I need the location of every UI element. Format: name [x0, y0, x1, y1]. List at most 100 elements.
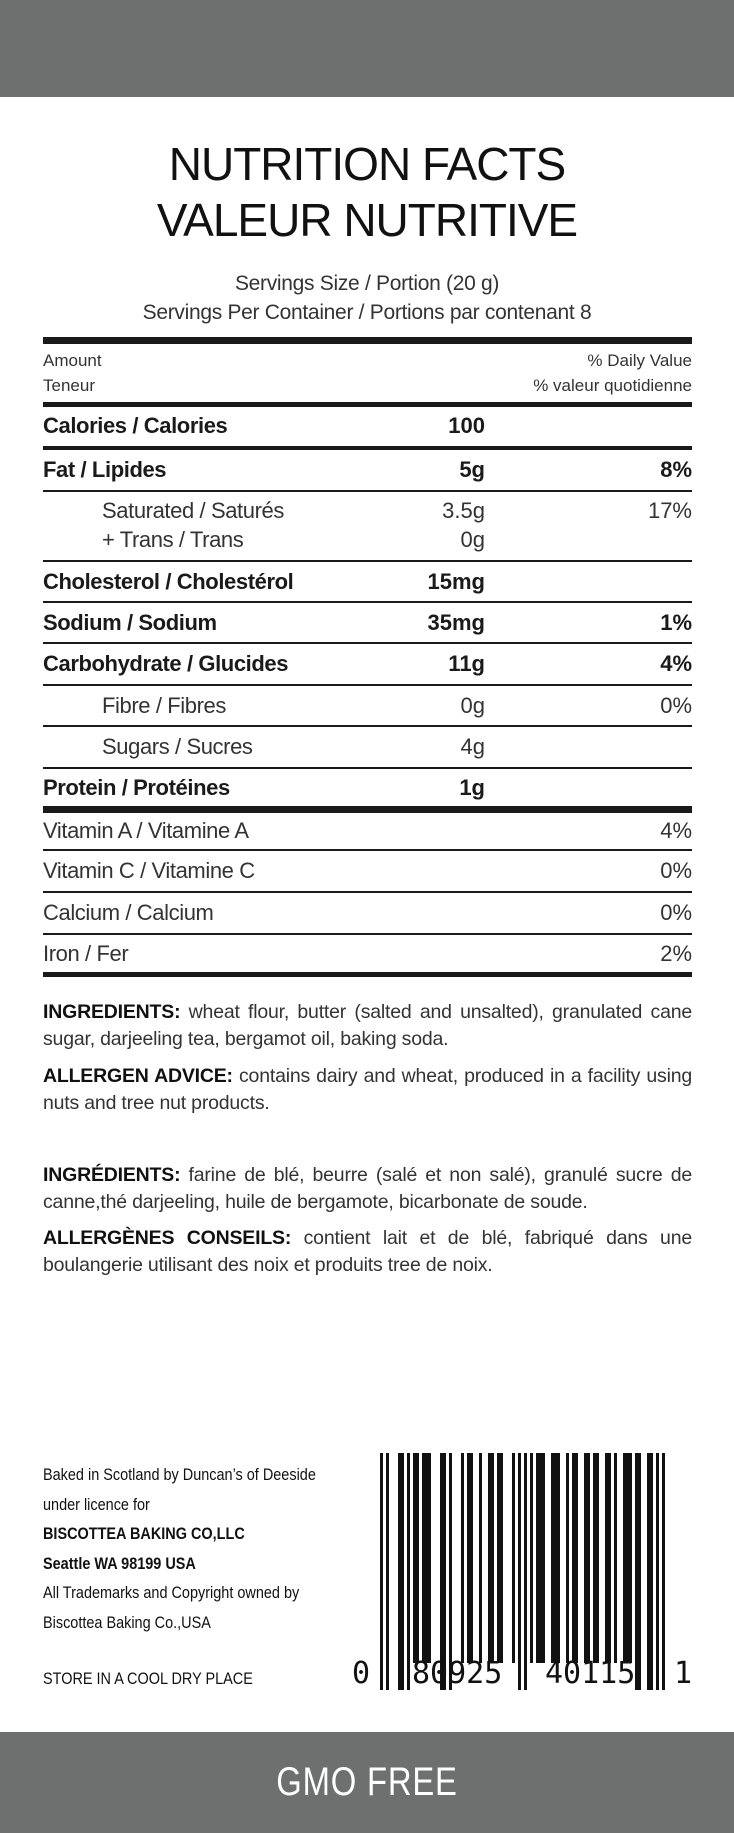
barcode-bar — [488, 1453, 491, 1663]
nutrient-amount: 3.5g 0g — [442, 496, 485, 554]
nutrient-label: Protein / Protéines — [43, 775, 692, 801]
amount-value: 4g — [460, 734, 485, 759]
serving-size: Servings Size / Portion (20 g) — [234, 272, 500, 295]
allergen-heading: ALLERGEN ADVICE: — [43, 1065, 233, 1087]
barcode-bar — [554, 1453, 557, 1663]
barcode-first-digit: 0 — [352, 1656, 371, 1691]
barcode-bar — [542, 1453, 545, 1663]
nutrient-row: Fibre / Fibres 0g 0% — [43, 686, 692, 725]
barcode-bar — [626, 1453, 629, 1663]
nutrient-name: Sodium / Sodium — [43, 609, 217, 635]
nutrient-name: Protein / Protéines — [43, 774, 230, 800]
barcode-bar — [650, 1453, 653, 1690]
amount-value: 1g — [459, 774, 485, 800]
nutrient-daily-value: 2% — [660, 940, 692, 966]
column-header: Amount Teneur % Daily Value % valeur quo… — [43, 348, 692, 400]
nutrient-amount: 4g — [461, 734, 485, 760]
nutrient-label: Saturated / Saturés + Trans / Trans — [43, 496, 692, 554]
amount-fr: Teneur — [43, 376, 95, 395]
nutrient-daily-value: 17% — [647, 498, 692, 523]
nutrient-name: Carbohydrate / Glucides — [43, 651, 289, 676]
row-divider — [43, 490, 692, 492]
nutrient-daily-value: 1% — [660, 609, 692, 635]
barcode-bar — [461, 1453, 464, 1663]
barcode-bar — [479, 1453, 482, 1663]
nutrient-label: Iron / Fer — [43, 941, 692, 967]
company-address: Seattle WA 98199 USA — [43, 1553, 196, 1573]
title-french: VALEUR NUTRITIVE — [156, 194, 578, 246]
amount-value: 11g — [448, 651, 485, 676]
trademark-owner: Biscottea Baking Co.,USA — [43, 1612, 211, 1632]
row-divider — [43, 972, 692, 977]
nutrient-name: Sugars / Sucres — [102, 734, 253, 759]
servings-per-container: Servings Per Container / Portions par co… — [142, 301, 592, 324]
nutrient-daily-value: 4% — [660, 651, 692, 676]
barcode-bar — [629, 1453, 632, 1663]
barcode-bar — [407, 1453, 410, 1690]
nutrient-row: Protein / Protéines 1g — [43, 769, 692, 806]
nutrient-label: Sodium / Sodium — [43, 610, 692, 636]
ingredients-heading: INGREDIENTS: — [43, 1001, 181, 1023]
amount-value: 5g — [459, 457, 485, 482]
nutrient-name: Iron / Fer — [43, 940, 129, 966]
nutrient-name: Vitamin A / Vitamine A — [43, 818, 249, 843]
nutrient-row: Saturated / Saturés + Trans / Trans 3.5g 0g… — [43, 492, 692, 560]
amount-value: 0g — [460, 692, 485, 718]
baked-in-line: Baked in Scotland by Duncan’s of Deeside — [43, 1465, 316, 1484]
barcode-bar — [605, 1453, 608, 1663]
row-divider — [43, 601, 692, 603]
barcode-bar — [638, 1453, 641, 1690]
barcode-bar — [413, 1453, 416, 1663]
barcode-bar — [443, 1453, 446, 1690]
nutrient-amount: 35mg — [428, 610, 485, 636]
nutrient-name: Calcium / Calcium — [43, 900, 214, 925]
nutrient-label: Fat / Lipides — [43, 457, 692, 483]
daily-value-header: % Daily Value % valeur quotidienne — [533, 348, 692, 398]
amount-value: 35mg — [427, 609, 485, 635]
barcode-bar — [584, 1453, 587, 1663]
row-divider — [43, 767, 692, 769]
barcode-bar — [470, 1453, 473, 1663]
barcode-last-digit: 1 — [674, 1656, 693, 1691]
title-english: NUTRITION FACTS — [168, 138, 566, 190]
nutrient-row: Sugars / Sucres 4g — [43, 727, 692, 767]
nutrient-name-sub: + Trans / Trans — [102, 527, 244, 552]
allergen-fr-heading: ALLERGÈNES CONSEILS: — [43, 1227, 292, 1249]
nutrient-row: Calcium / Calcium 0% — [43, 893, 692, 933]
nutrient-label: Fibre / Fibres — [43, 693, 692, 719]
nutrient-row: Sodium / Sodium 35mg 1% — [43, 603, 692, 642]
nutrient-name: Calories / Calories — [43, 413, 228, 438]
row-divider — [43, 891, 692, 893]
barcode-bar — [500, 1453, 503, 1663]
nutrient-row: Iron / Fer 2% — [43, 935, 692, 972]
allergen-english: ALLERGEN ADVICE: contains dairy and whea… — [43, 1063, 692, 1117]
barcode-bar — [551, 1453, 554, 1663]
barcode-bar — [467, 1453, 470, 1663]
barcode-bar — [587, 1453, 590, 1663]
nutrient-label: Cholesterol / Cholestérol — [43, 569, 692, 595]
nutrient-row: Carbohydrate / Glucides 11g 4% — [43, 644, 692, 684]
nutrient-label: Calories / Calories — [43, 413, 692, 439]
barcode-bar — [608, 1453, 611, 1663]
barcode-bar — [497, 1453, 500, 1663]
barcode-bar — [614, 1453, 617, 1663]
nutrient-daily-value: 4% — [660, 818, 692, 843]
nutrient-daily-value: 8% — [660, 457, 692, 482]
nutrient-daily-value: 0% — [660, 692, 692, 718]
thick-divider — [43, 337, 692, 344]
ingredients-fr-text: farine de blé, beurre (salé et non salé)… — [43, 1164, 692, 1213]
barcode-bar — [539, 1453, 542, 1663]
dv-fr: % valeur quotidienne — [533, 376, 692, 395]
nutrient-label: Carbohydrate / Glucides — [43, 651, 692, 677]
bottom-band — [0, 1732, 734, 1833]
barcode-bar — [449, 1453, 452, 1690]
barcode-bar — [593, 1453, 596, 1663]
barcode-left-digits: 80925 — [412, 1656, 503, 1691]
nutrient-amount: 5g — [459, 457, 485, 483]
allergen-fr-text: contient lait et de blé, fabriqué dans u… — [43, 1227, 692, 1276]
nutrient-amount: 11g — [448, 651, 485, 677]
row-divider — [43, 642, 692, 644]
nutrient-label: Sugars / Sucres — [43, 734, 692, 760]
barcode-right-digits: 40115 — [545, 1656, 636, 1691]
